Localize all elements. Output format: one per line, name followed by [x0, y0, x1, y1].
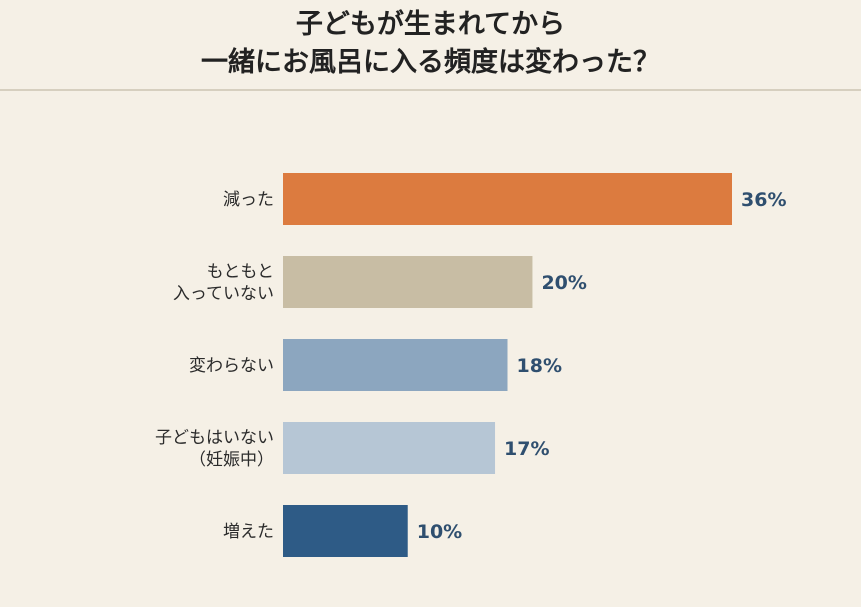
category-label-2: 変わらない: [189, 356, 274, 376]
value-label-3: 17%: [504, 438, 549, 460]
category-label-4: 増えた: [223, 522, 274, 542]
category-label-1-line-1: 入っていない: [173, 284, 274, 304]
value-label-0: 36%: [741, 189, 786, 211]
category-label-3-line-0: 子どもはいない: [155, 428, 274, 448]
title-divider: [0, 89, 861, 91]
bar-3: [283, 422, 496, 474]
value-label-2: 18%: [517, 355, 562, 377]
chart-title: 子どもが生まれてから 一緒にお風呂に入る頻度は変わった？: [0, 6, 861, 82]
title-line-1: 子どもが生まれてから: [295, 9, 566, 40]
bar-2: [283, 339, 508, 391]
category-label-0: 減った: [223, 190, 274, 210]
bar-4: [283, 505, 408, 557]
bar-0: [283, 173, 732, 225]
category-label-3-line-1: （妊娠中）: [189, 450, 274, 470]
title-line-2: 一緒にお風呂に入る頻度は変わった？: [201, 47, 660, 78]
value-label-1: 20%: [541, 272, 586, 294]
value-label-4: 10%: [417, 521, 462, 543]
bar-1: [283, 256, 533, 308]
category-label-1-line-0: もともと: [207, 262, 274, 282]
